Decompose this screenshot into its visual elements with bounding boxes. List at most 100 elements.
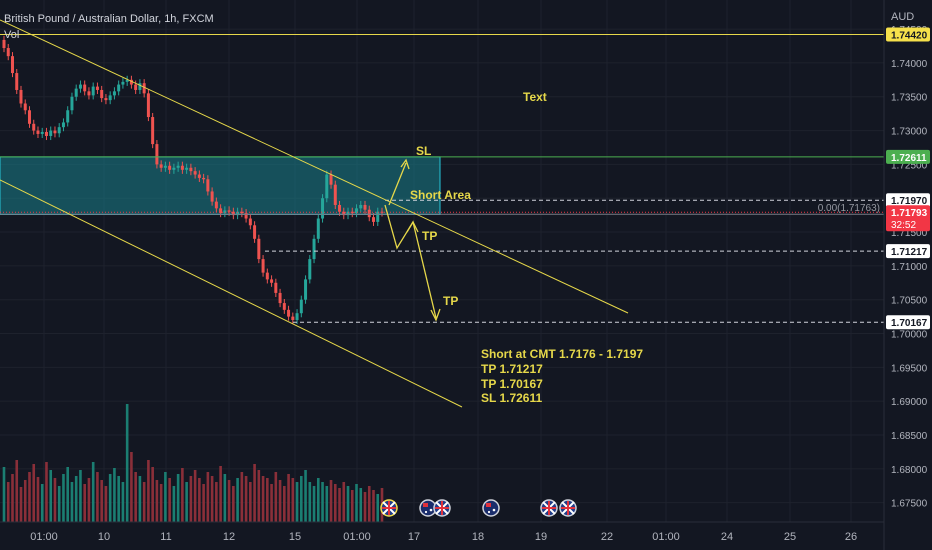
- volume-bar: [232, 486, 235, 522]
- time-tick-label: 15: [289, 531, 301, 543]
- candle-body: [359, 204, 363, 209]
- candle-body: [180, 165, 184, 170]
- annotations[interactable]: Text SL TP TP Short Area: [410, 90, 547, 308]
- price-levels[interactable]: 0.00(1.71763): [0, 34, 884, 323]
- volume-bar: [338, 488, 341, 522]
- volume-bar: [159, 484, 163, 522]
- candle-body: [138, 83, 142, 90]
- candle-body: [163, 165, 167, 168]
- volume-bar: [40, 484, 44, 522]
- candle-body: [91, 86, 95, 96]
- candle-body: [261, 259, 265, 273]
- candle-body: [134, 84, 138, 90]
- candle-body: [176, 165, 180, 168]
- volume-bar: [91, 462, 95, 522]
- candle-body: [78, 84, 82, 89]
- candle-body: [342, 211, 346, 216]
- price-axis[interactable]: 1.745001.740001.735001.730001.725001.720…: [883, 0, 930, 550]
- candles: [2, 35, 384, 325]
- flag-icon-uk: [540, 499, 558, 517]
- volume-bar: [49, 470, 53, 522]
- volume-bar: [227, 480, 231, 522]
- candle-body: [100, 89, 104, 99]
- price-label-sl: [886, 149, 930, 164]
- candle-body: [66, 110, 70, 123]
- volume-bar: [350, 490, 354, 522]
- trend-lines[interactable]: [0, 19, 629, 408]
- volume-bar: [283, 486, 286, 522]
- volume-bar: [87, 478, 91, 522]
- volume-bars: [2, 404, 384, 522]
- candle-body: [372, 217, 376, 222]
- short-area-zone[interactable]: [0, 156, 441, 215]
- volume-bar: [32, 464, 36, 522]
- candle-body: [329, 174, 333, 185]
- candle-body: [333, 184, 337, 205]
- price-tick-label: 1.73500: [891, 93, 928, 104]
- price-tick-label: 1.71500: [891, 228, 928, 239]
- volume-bar: [206, 472, 210, 522]
- time-axis[interactable]: 01:00 10 11 12 15 01:00 17 18 19 22 01:00 24 25 26: [0, 521, 884, 543]
- volume-bar: [138, 476, 142, 522]
- volume-bar: [329, 480, 333, 522]
- candle-body: [193, 171, 197, 175]
- time-tick-label: 17: [408, 531, 420, 543]
- candle-body: [142, 83, 146, 94]
- candle-body: [338, 204, 342, 212]
- tp-label-1: TP: [422, 229, 437, 243]
- flag-icon-uk: [559, 499, 577, 517]
- flag-canton: [423, 503, 428, 507]
- flag-star: [424, 510, 428, 514]
- volume-bar: [223, 474, 227, 522]
- candle-body: [129, 79, 133, 85]
- candle-body: [312, 238, 316, 260]
- time-tick-label: 19: [535, 531, 547, 543]
- candle-body: [350, 211, 354, 214]
- time-tick-label: 01:00: [343, 531, 371, 543]
- price-tick-label: 1.70000: [891, 330, 928, 341]
- time-tick-label: 22: [601, 531, 613, 543]
- candle-body: [172, 167, 176, 170]
- projection-arrows[interactable]: [384, 158, 441, 322]
- candle-body: [278, 292, 282, 304]
- volume-bar: [202, 484, 205, 522]
- candle-body: [257, 238, 261, 260]
- price-label-upper-line: [886, 27, 930, 42]
- candle-body: [316, 218, 320, 239]
- volume-bar: [142, 482, 146, 522]
- volume-bar: [36, 477, 40, 522]
- candle-body: [253, 225, 257, 239]
- volume-bar: [172, 486, 176, 522]
- time-tick-label: 10: [98, 531, 110, 543]
- flag-icon-uk: [380, 499, 398, 517]
- volume-bar: [130, 452, 133, 522]
- event-icons[interactable]: [380, 499, 577, 517]
- candle-body: [2, 39, 6, 49]
- candle-body: [168, 165, 172, 170]
- candle-body: [346, 211, 350, 216]
- volume-bar: [266, 478, 269, 522]
- time-tick-label: 18: [472, 531, 484, 543]
- volume-bar: [219, 466, 222, 522]
- candle-body: [108, 95, 112, 101]
- candle-body: [36, 130, 40, 134]
- volume-bar: [176, 474, 180, 522]
- volume-bar: [151, 467, 154, 522]
- candle-body: [125, 79, 129, 82]
- candle-body: [299, 299, 303, 314]
- time-tick-label: 26: [845, 531, 857, 543]
- volume-bar: [168, 478, 171, 522]
- candle-body: [155, 144, 159, 165]
- volume-bar: [261, 476, 265, 522]
- candle-body: [223, 210, 227, 214]
- candle-body: [325, 174, 329, 199]
- volume-bar: [376, 494, 380, 522]
- candle-body: [121, 81, 125, 85]
- price-label-short-top: [886, 193, 930, 208]
- candle-body: [32, 123, 36, 131]
- candle-body: [240, 211, 244, 214]
- volume-bar: [355, 484, 358, 522]
- tp1-arrow-head: [406, 220, 419, 233]
- price-tick-label: 1.73000: [891, 127, 928, 138]
